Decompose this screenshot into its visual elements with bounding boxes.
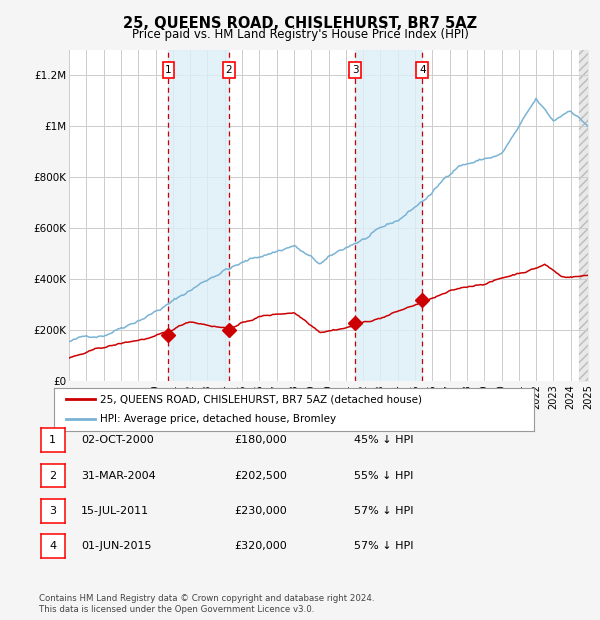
Bar xyxy=(169,50,229,381)
Text: 4: 4 xyxy=(419,65,425,75)
Text: 1: 1 xyxy=(49,435,56,445)
Text: 31-MAR-2004: 31-MAR-2004 xyxy=(81,471,156,480)
Text: 25, QUEENS ROAD, CHISLEHURST, BR7 5AZ (detached house): 25, QUEENS ROAD, CHISLEHURST, BR7 5AZ (d… xyxy=(100,394,422,404)
Bar xyxy=(355,50,422,381)
Text: 55% ↓ HPI: 55% ↓ HPI xyxy=(354,471,413,480)
Text: 4: 4 xyxy=(49,541,56,551)
Text: 2: 2 xyxy=(49,471,56,480)
Text: 15-JUL-2011: 15-JUL-2011 xyxy=(81,506,149,516)
Text: Contains HM Land Registry data © Crown copyright and database right 2024.
This d: Contains HM Land Registry data © Crown c… xyxy=(39,595,374,614)
Text: Price paid vs. HM Land Registry's House Price Index (HPI): Price paid vs. HM Land Registry's House … xyxy=(131,28,469,41)
Text: £180,000: £180,000 xyxy=(234,435,287,445)
Text: 3: 3 xyxy=(49,506,56,516)
Text: 25, QUEENS ROAD, CHISLEHURST, BR7 5AZ: 25, QUEENS ROAD, CHISLEHURST, BR7 5AZ xyxy=(123,16,477,30)
Text: 3: 3 xyxy=(352,65,358,75)
Text: £202,500: £202,500 xyxy=(234,471,287,480)
Text: 01-JUN-2015: 01-JUN-2015 xyxy=(81,541,151,551)
Text: 57% ↓ HPI: 57% ↓ HPI xyxy=(354,506,413,516)
Text: 02-OCT-2000: 02-OCT-2000 xyxy=(81,435,154,445)
Text: £230,000: £230,000 xyxy=(234,506,287,516)
Text: £320,000: £320,000 xyxy=(234,541,287,551)
Text: HPI: Average price, detached house, Bromley: HPI: Average price, detached house, Brom… xyxy=(100,414,336,424)
Text: 45% ↓ HPI: 45% ↓ HPI xyxy=(354,435,413,445)
Text: 2: 2 xyxy=(226,65,232,75)
Text: 57% ↓ HPI: 57% ↓ HPI xyxy=(354,541,413,551)
Text: 1: 1 xyxy=(165,65,172,75)
